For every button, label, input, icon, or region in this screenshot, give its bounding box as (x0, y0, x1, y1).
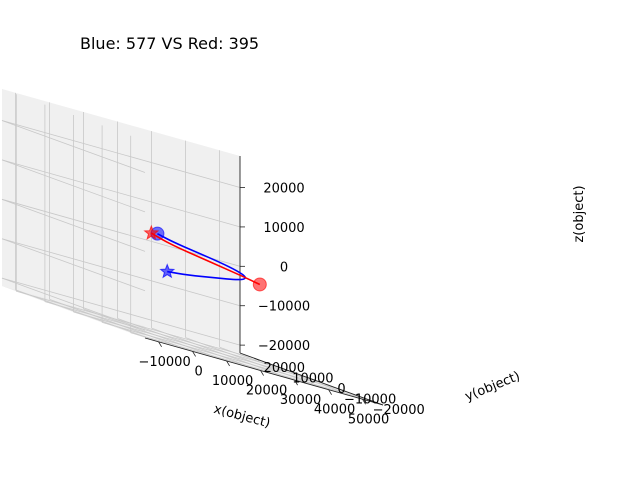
x-tick-mark (226, 360, 230, 367)
y-grid-line-floor (16, 290, 255, 359)
y-tick-label: 10000 (292, 372, 333, 387)
y-tick-label: 20000 (264, 361, 305, 376)
y-grid-line-floor (44, 301, 284, 369)
z-tick-label: 0 (280, 260, 288, 275)
x-tick-mark (158, 341, 162, 348)
z-grid-line-right (1, 198, 241, 267)
z-grid-line-left (1, 277, 146, 331)
back-right-pane (2, 89, 240, 353)
y-tick-mark (339, 389, 346, 392)
z-grid-line-left (1, 198, 146, 252)
z-grid-line-left (1, 238, 146, 292)
z-tick-label: −20000 (258, 339, 310, 354)
z-grid-line-right (1, 120, 241, 188)
z-tick-label: 10000 (263, 221, 304, 236)
series-1-line (150, 232, 261, 286)
y-tick-mark (311, 378, 317, 382)
x-tick-mark (294, 379, 298, 386)
y-tick-mark (282, 368, 289, 371)
z-axis-label: z(object) (572, 185, 587, 242)
x-tick-mark (362, 399, 366, 405)
x-tick-mark (328, 389, 332, 395)
chart-title: Blue: 577 VS Red: 395 (80, 34, 260, 53)
y-tick-label: 0 (337, 382, 345, 397)
z-grid-line-left (1, 159, 146, 213)
series-0-end-marker (159, 263, 176, 279)
x-tick-mark (260, 370, 264, 376)
x-tick-label: 20000 (246, 384, 287, 399)
y-grid-line-floor (101, 322, 341, 390)
x-tick-label: −10000 (138, 355, 190, 370)
tick-labels: −1000001000020000300004000050000−20000−1… (138, 182, 424, 428)
series-0-line (157, 232, 247, 281)
x-tick-label: 50000 (348, 412, 389, 427)
x-axis-line (144, 337, 384, 406)
y-tick-label: −20000 (373, 403, 425, 418)
z-tick-label: 20000 (263, 182, 304, 197)
series-1-end-marker (143, 224, 160, 240)
y-tick-mark (368, 399, 374, 403)
x-tick-label: 30000 (280, 393, 321, 408)
y-tick-mark (254, 357, 260, 361)
z-grid-line-right (1, 238, 241, 307)
x-tick-mark (192, 351, 196, 357)
z-grid-line-right (1, 159, 241, 228)
series-1-start-marker (252, 277, 267, 292)
z-grid-line-left (1, 120, 146, 173)
y-grid-line-floor (130, 332, 369, 401)
y-axis-label: y(object) (463, 369, 522, 405)
y-tick-label: −10000 (344, 392, 396, 407)
x-tick-label: 40000 (314, 403, 355, 418)
z-grid-line-right (1, 277, 241, 346)
y-grid-line-floor (73, 311, 312, 380)
z-tick-label: −10000 (258, 300, 310, 315)
series-layer (143, 224, 267, 292)
x-tick-label: 0 (194, 364, 202, 379)
x-axis-label: x(object) (212, 402, 272, 431)
x-tick-label: 10000 (212, 374, 253, 389)
